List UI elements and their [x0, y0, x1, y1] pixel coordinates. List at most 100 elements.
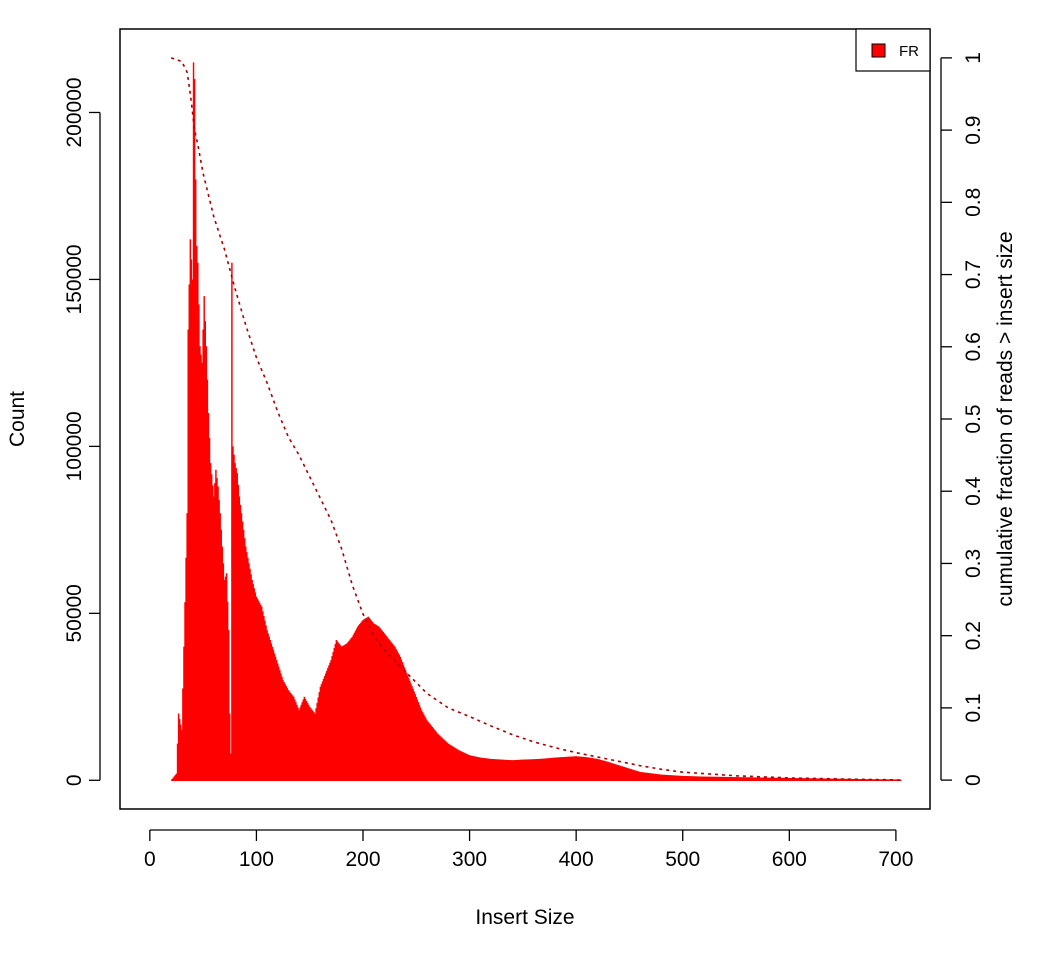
histogram-bar: [265, 625, 267, 781]
histogram-bar: [716, 776, 718, 781]
histogram-bar: [203, 296, 205, 781]
y2-tick-label: 0.2: [962, 621, 985, 650]
histogram-bar: [537, 758, 539, 781]
plot-frame: [119, 28, 931, 810]
histogram-bar: [246, 552, 248, 781]
histogram-bar: [824, 778, 827, 781]
histogram-bar: [735, 777, 737, 781]
histogram-bar: [211, 485, 214, 781]
histogram-bar: [606, 761, 608, 781]
histogram-bar: [603, 760, 605, 781]
histogram-bar: [266, 630, 268, 781]
histogram-bar: [463, 752, 465, 781]
histogram-bar: [669, 775, 671, 781]
histogram-bar: [772, 777, 775, 781]
histogram-bar: [348, 640, 350, 781]
histogram-bar: [647, 773, 650, 781]
histogram-bar: [396, 650, 398, 781]
histogram-bar: [550, 757, 553, 781]
histogram-bar: [632, 769, 635, 781]
histogram-bar: [292, 696, 295, 781]
histogram-bar: [288, 691, 291, 781]
histogram-bar: [715, 776, 717, 781]
histogram-bar: [790, 777, 793, 781]
histogram-bar: [370, 620, 373, 781]
histogram-bar: [753, 777, 755, 781]
histogram-bar: [298, 710, 300, 781]
histogram-bar: [511, 760, 513, 781]
histogram-bar: [189, 239, 192, 781]
histogram-bar: [623, 766, 625, 781]
histogram-bar: [586, 757, 588, 781]
histogram-bar: [271, 646, 274, 781]
histogram-bar: [793, 778, 796, 781]
histogram-bar: [612, 763, 615, 781]
histogram-bar: [468, 755, 471, 781]
histogram-bar: [268, 636, 270, 781]
x-tick-label: 500: [665, 848, 700, 871]
histogram-bar: [350, 638, 353, 781]
y-tick-label: 150000: [63, 244, 86, 314]
histogram-bar: [622, 766, 624, 781]
histogram-bar: [173, 776, 176, 781]
histogram-bar: [285, 686, 287, 781]
histogram-bar: [417, 702, 420, 781]
histogram-bar: [739, 777, 742, 781]
histogram-bar: [710, 776, 713, 781]
histogram-bar: [696, 776, 699, 781]
histogram-bar: [624, 767, 626, 781]
histogram-bar: [518, 759, 521, 781]
y2-tick-label: 0.3: [962, 549, 985, 578]
histogram-bar: [823, 778, 826, 781]
histogram-bar: [589, 757, 591, 781]
histogram-bar: [673, 775, 675, 781]
histogram-bar: [728, 777, 731, 781]
histogram-bar: [505, 759, 507, 781]
histogram-bar: [642, 772, 645, 781]
histogram-bar: [792, 778, 795, 781]
histogram-bar: [369, 619, 372, 781]
histogram-bar: [731, 777, 733, 781]
histogram-bar: [650, 773, 652, 781]
histogram-bar: [747, 777, 749, 781]
histogram-bar: [755, 777, 758, 781]
histogram-bar: [562, 757, 565, 781]
histogram-bar: [356, 626, 359, 781]
histogram-bar: [258, 602, 261, 781]
histogram-bar: [646, 772, 649, 781]
histogram-bar: [514, 760, 517, 781]
histogram-bar: [540, 758, 542, 781]
histogram-bar: [577, 756, 580, 781]
histogram-bar: [450, 745, 453, 781]
legend-box: [855, 28, 931, 72]
histogram-bar: [582, 756, 585, 781]
histogram-bar: [542, 758, 544, 781]
histogram-bar: [424, 716, 426, 781]
histogram-bar: [259, 604, 262, 781]
histogram-bar: [719, 776, 721, 781]
histogram-bar: [193, 79, 196, 781]
histogram-bar: [674, 775, 677, 781]
histogram-bar: [202, 329, 204, 781]
histogram-bar: [635, 770, 637, 781]
histogram-bar: [423, 714, 425, 781]
histogram-bar: [372, 623, 375, 781]
histogram-bar: [496, 759, 499, 781]
histogram-bar: [404, 670, 407, 781]
histogram-bar: [231, 262, 233, 781]
histogram-bar: [687, 776, 689, 781]
histogram-bar: [444, 740, 446, 781]
histogram-bar: [750, 777, 752, 781]
histogram-bar: [578, 756, 581, 781]
histogram-bar: [590, 757, 592, 781]
histogram-bar: [465, 753, 468, 781]
histogram-bar: [358, 625, 360, 781]
histogram-bar: [664, 774, 667, 781]
histogram-bar: [629, 768, 632, 781]
histogram-bar: [408, 678, 410, 781]
histogram-bar: [470, 755, 473, 781]
y2-tick-label: 1: [962, 52, 985, 64]
histogram-bar: [229, 713, 231, 781]
histogram-bar: [526, 759, 528, 781]
histogram-bar: [488, 758, 490, 781]
